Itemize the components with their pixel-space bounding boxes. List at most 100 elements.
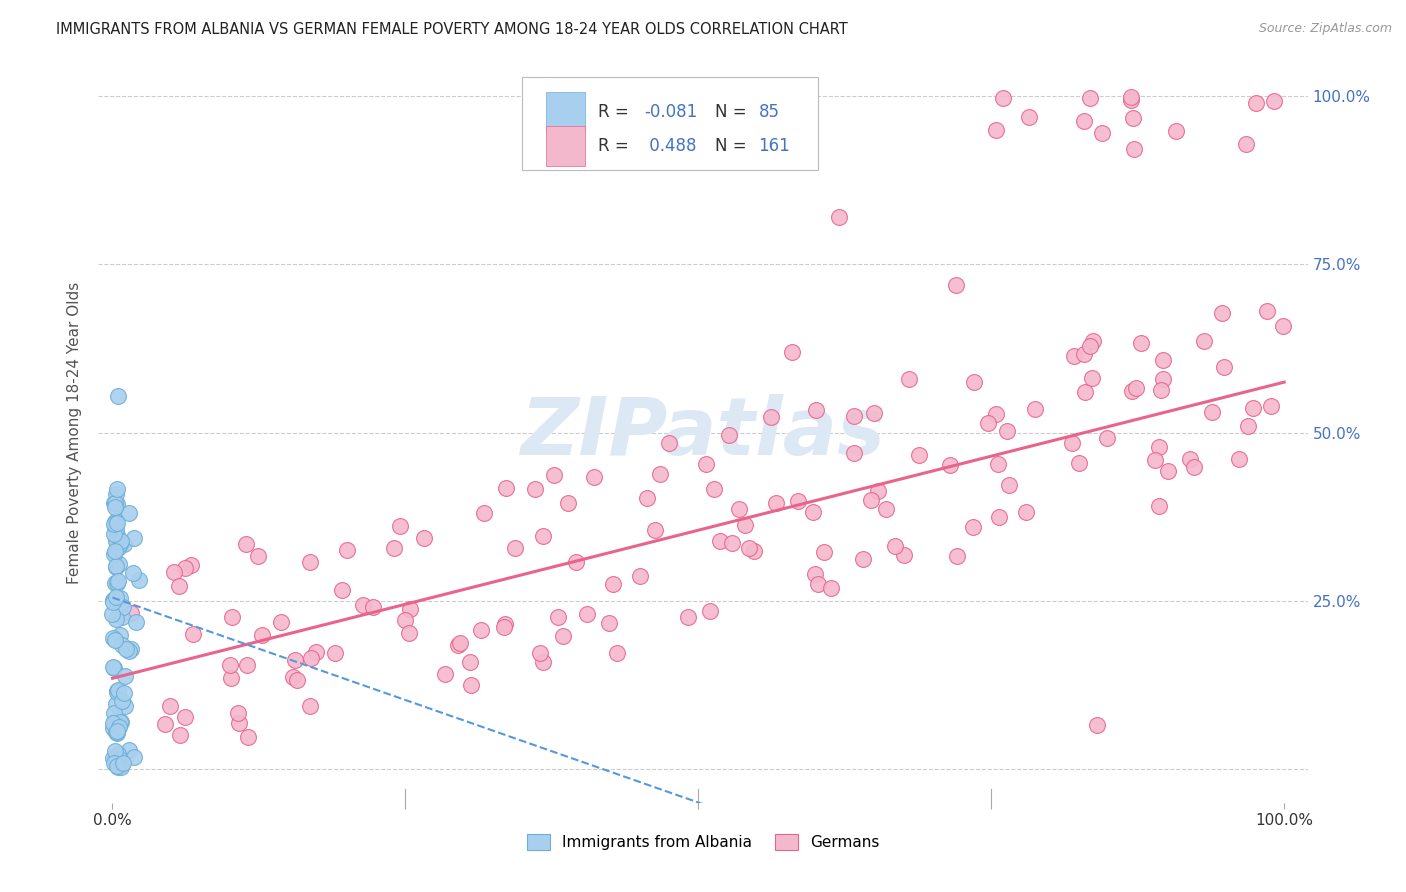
Point (107, 760, 129, 774)
Point (1156, 464, 1178, 478)
Point (939, 458, 962, 472)
Point (786, 494, 808, 508)
Point (104, 697, 127, 711)
Point (180, 558, 202, 573)
Point (111, 600, 134, 615)
Point (104, 744, 127, 758)
Point (1129, 335, 1152, 350)
Point (991, 91, 1014, 105)
Point (998, 478, 1021, 492)
Point (104, 515, 127, 529)
Point (124, 750, 146, 764)
Point (219, 671, 242, 685)
Point (738, 541, 761, 555)
Point (284, 653, 307, 667)
Point (105, 524, 128, 538)
Point (842, 409, 865, 424)
Point (699, 604, 721, 618)
Point (103, 595, 125, 609)
Point (717, 428, 740, 442)
Y-axis label: Female Poverty Among 18-24 Year Olds: Female Poverty Among 18-24 Year Olds (67, 282, 83, 583)
Point (807, 577, 830, 591)
Point (283, 670, 305, 684)
Point (602, 577, 624, 591)
Point (987, 457, 1010, 471)
Point (398, 626, 420, 640)
Point (1060, 436, 1083, 450)
Point (1123, 143, 1146, 157)
Point (101, 660, 124, 674)
Point (174, 561, 197, 575)
Point (363, 599, 385, 614)
Legend: Immigrants from Albania, Germans: Immigrants from Albania, Germans (519, 827, 887, 858)
Point (101, 592, 124, 607)
Point (105, 533, 128, 547)
Point (1182, 459, 1205, 474)
Point (105, 482, 128, 496)
Point (104, 724, 127, 739)
Point (1122, 112, 1144, 126)
Point (174, 710, 197, 724)
Point (1263, 94, 1285, 108)
Point (987, 509, 1010, 524)
Text: 0.488: 0.488 (644, 137, 696, 155)
Point (105, 576, 128, 591)
Point (1078, 91, 1101, 105)
Point (120, 642, 142, 657)
Point (1152, 371, 1174, 385)
Text: N =: N = (716, 103, 752, 121)
Point (458, 655, 481, 669)
Point (1018, 110, 1040, 124)
Point (801, 505, 824, 519)
Point (128, 573, 150, 587)
Point (104, 714, 127, 729)
Point (104, 486, 127, 500)
Point (103, 496, 125, 510)
Point (304, 645, 326, 659)
Point (820, 581, 842, 595)
Point (107, 574, 129, 589)
Point (470, 623, 492, 637)
Point (114, 642, 136, 657)
Point (110, 628, 132, 642)
Point (1083, 334, 1105, 348)
Point (226, 706, 249, 720)
Point (118, 743, 141, 757)
Bar (546, 126, 585, 167)
Text: Source: ZipAtlas.com: Source: ZipAtlas.com (1258, 22, 1392, 36)
Point (114, 699, 136, 714)
Point (105, 726, 128, 740)
Point (104, 520, 127, 534)
Point (734, 518, 756, 533)
Point (153, 717, 176, 731)
Point (1144, 452, 1167, 467)
Point (728, 501, 751, 516)
Point (862, 406, 884, 420)
Point (494, 617, 516, 632)
Point (503, 541, 526, 556)
Point (104, 559, 127, 574)
Point (1178, 451, 1201, 466)
Point (945, 549, 967, 564)
Point (104, 632, 127, 647)
Point (112, 686, 135, 700)
Point (524, 483, 547, 497)
Point (105, 685, 128, 699)
Point (336, 542, 359, 557)
Point (703, 483, 725, 497)
Point (1095, 431, 1118, 445)
Point (533, 655, 555, 669)
Point (110, 534, 132, 549)
Point (118, 644, 141, 658)
Point (529, 646, 551, 660)
Point (1213, 359, 1236, 374)
Point (105, 533, 128, 548)
Point (167, 579, 190, 593)
Point (111, 638, 134, 652)
Point (1164, 124, 1187, 138)
Point (104, 612, 127, 626)
Point (742, 543, 765, 558)
Point (111, 756, 134, 770)
Point (107, 747, 129, 761)
Point (118, 506, 141, 520)
